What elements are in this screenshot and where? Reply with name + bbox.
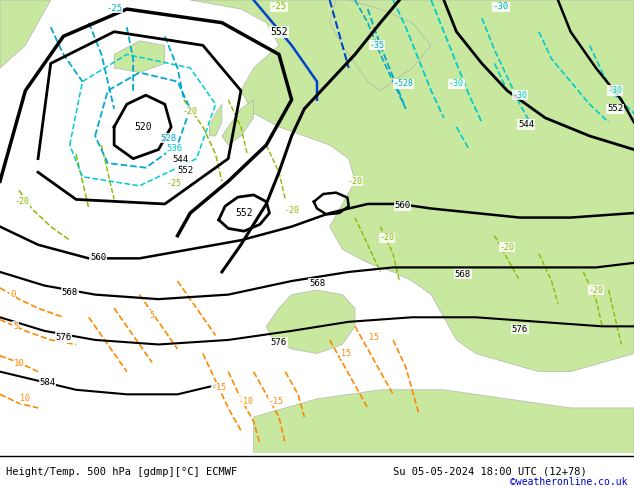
Polygon shape [114,41,165,73]
Text: 552: 552 [607,104,623,113]
Polygon shape [190,0,634,371]
Text: 552: 552 [177,167,193,175]
Text: 0: 0 [10,290,15,299]
Text: 568: 568 [61,288,78,297]
Text: 536: 536 [166,144,183,153]
Polygon shape [330,0,431,91]
Text: -20: -20 [183,106,198,116]
Text: -30: -30 [512,91,527,99]
Text: 520: 520 [134,122,152,132]
Text: -20: -20 [500,243,515,251]
Text: 576: 576 [271,338,287,347]
Polygon shape [266,290,355,354]
Text: -35: -35 [370,41,385,50]
Text: 560: 560 [394,201,411,210]
Text: 10: 10 [20,394,30,403]
Text: -30: -30 [449,79,464,88]
Text: 5: 5 [150,311,155,319]
Text: 15: 15 [340,349,351,358]
Text: 552: 552 [270,27,288,37]
Text: -25: -25 [167,179,182,188]
Text: -25: -25 [271,2,287,11]
Text: -15: -15 [211,383,226,392]
Text: Su 05-05-2024 18:00 UTC (12+78): Su 05-05-2024 18:00 UTC (12+78) [393,466,587,477]
Polygon shape [222,99,254,145]
Text: -20: -20 [588,286,604,294]
Text: 576: 576 [512,324,528,334]
Text: -30: -30 [493,2,509,11]
Text: 15: 15 [369,333,379,342]
Text: 560: 560 [90,253,107,262]
Text: -20: -20 [347,177,363,186]
Polygon shape [209,104,222,136]
Text: 568: 568 [455,270,471,279]
Text: -10: -10 [238,396,254,406]
Text: 10: 10 [14,359,24,368]
Text: Height/Temp. 500 hPa [gdmp][°C] ECMWF: Height/Temp. 500 hPa [gdmp][°C] ECMWF [6,466,238,477]
Text: 576: 576 [55,333,72,342]
Text: -30: -30 [607,86,623,95]
Text: -25: -25 [106,3,122,13]
Text: 544: 544 [172,155,189,164]
Text: ©weatheronline.co.uk: ©weatheronline.co.uk [510,477,628,487]
Text: 544: 544 [518,120,534,129]
Text: -15: -15 [268,396,283,406]
Polygon shape [0,0,51,68]
Text: -20: -20 [379,233,394,243]
Text: -20: -20 [15,197,30,206]
Text: 552: 552 [235,208,253,218]
Polygon shape [254,390,634,453]
Text: -20: -20 [284,206,299,215]
Text: 528: 528 [160,134,176,143]
Text: 568: 568 [309,279,325,288]
Text: -528: -528 [393,79,413,88]
Text: 5: 5 [13,322,18,331]
Text: 584: 584 [39,378,56,388]
